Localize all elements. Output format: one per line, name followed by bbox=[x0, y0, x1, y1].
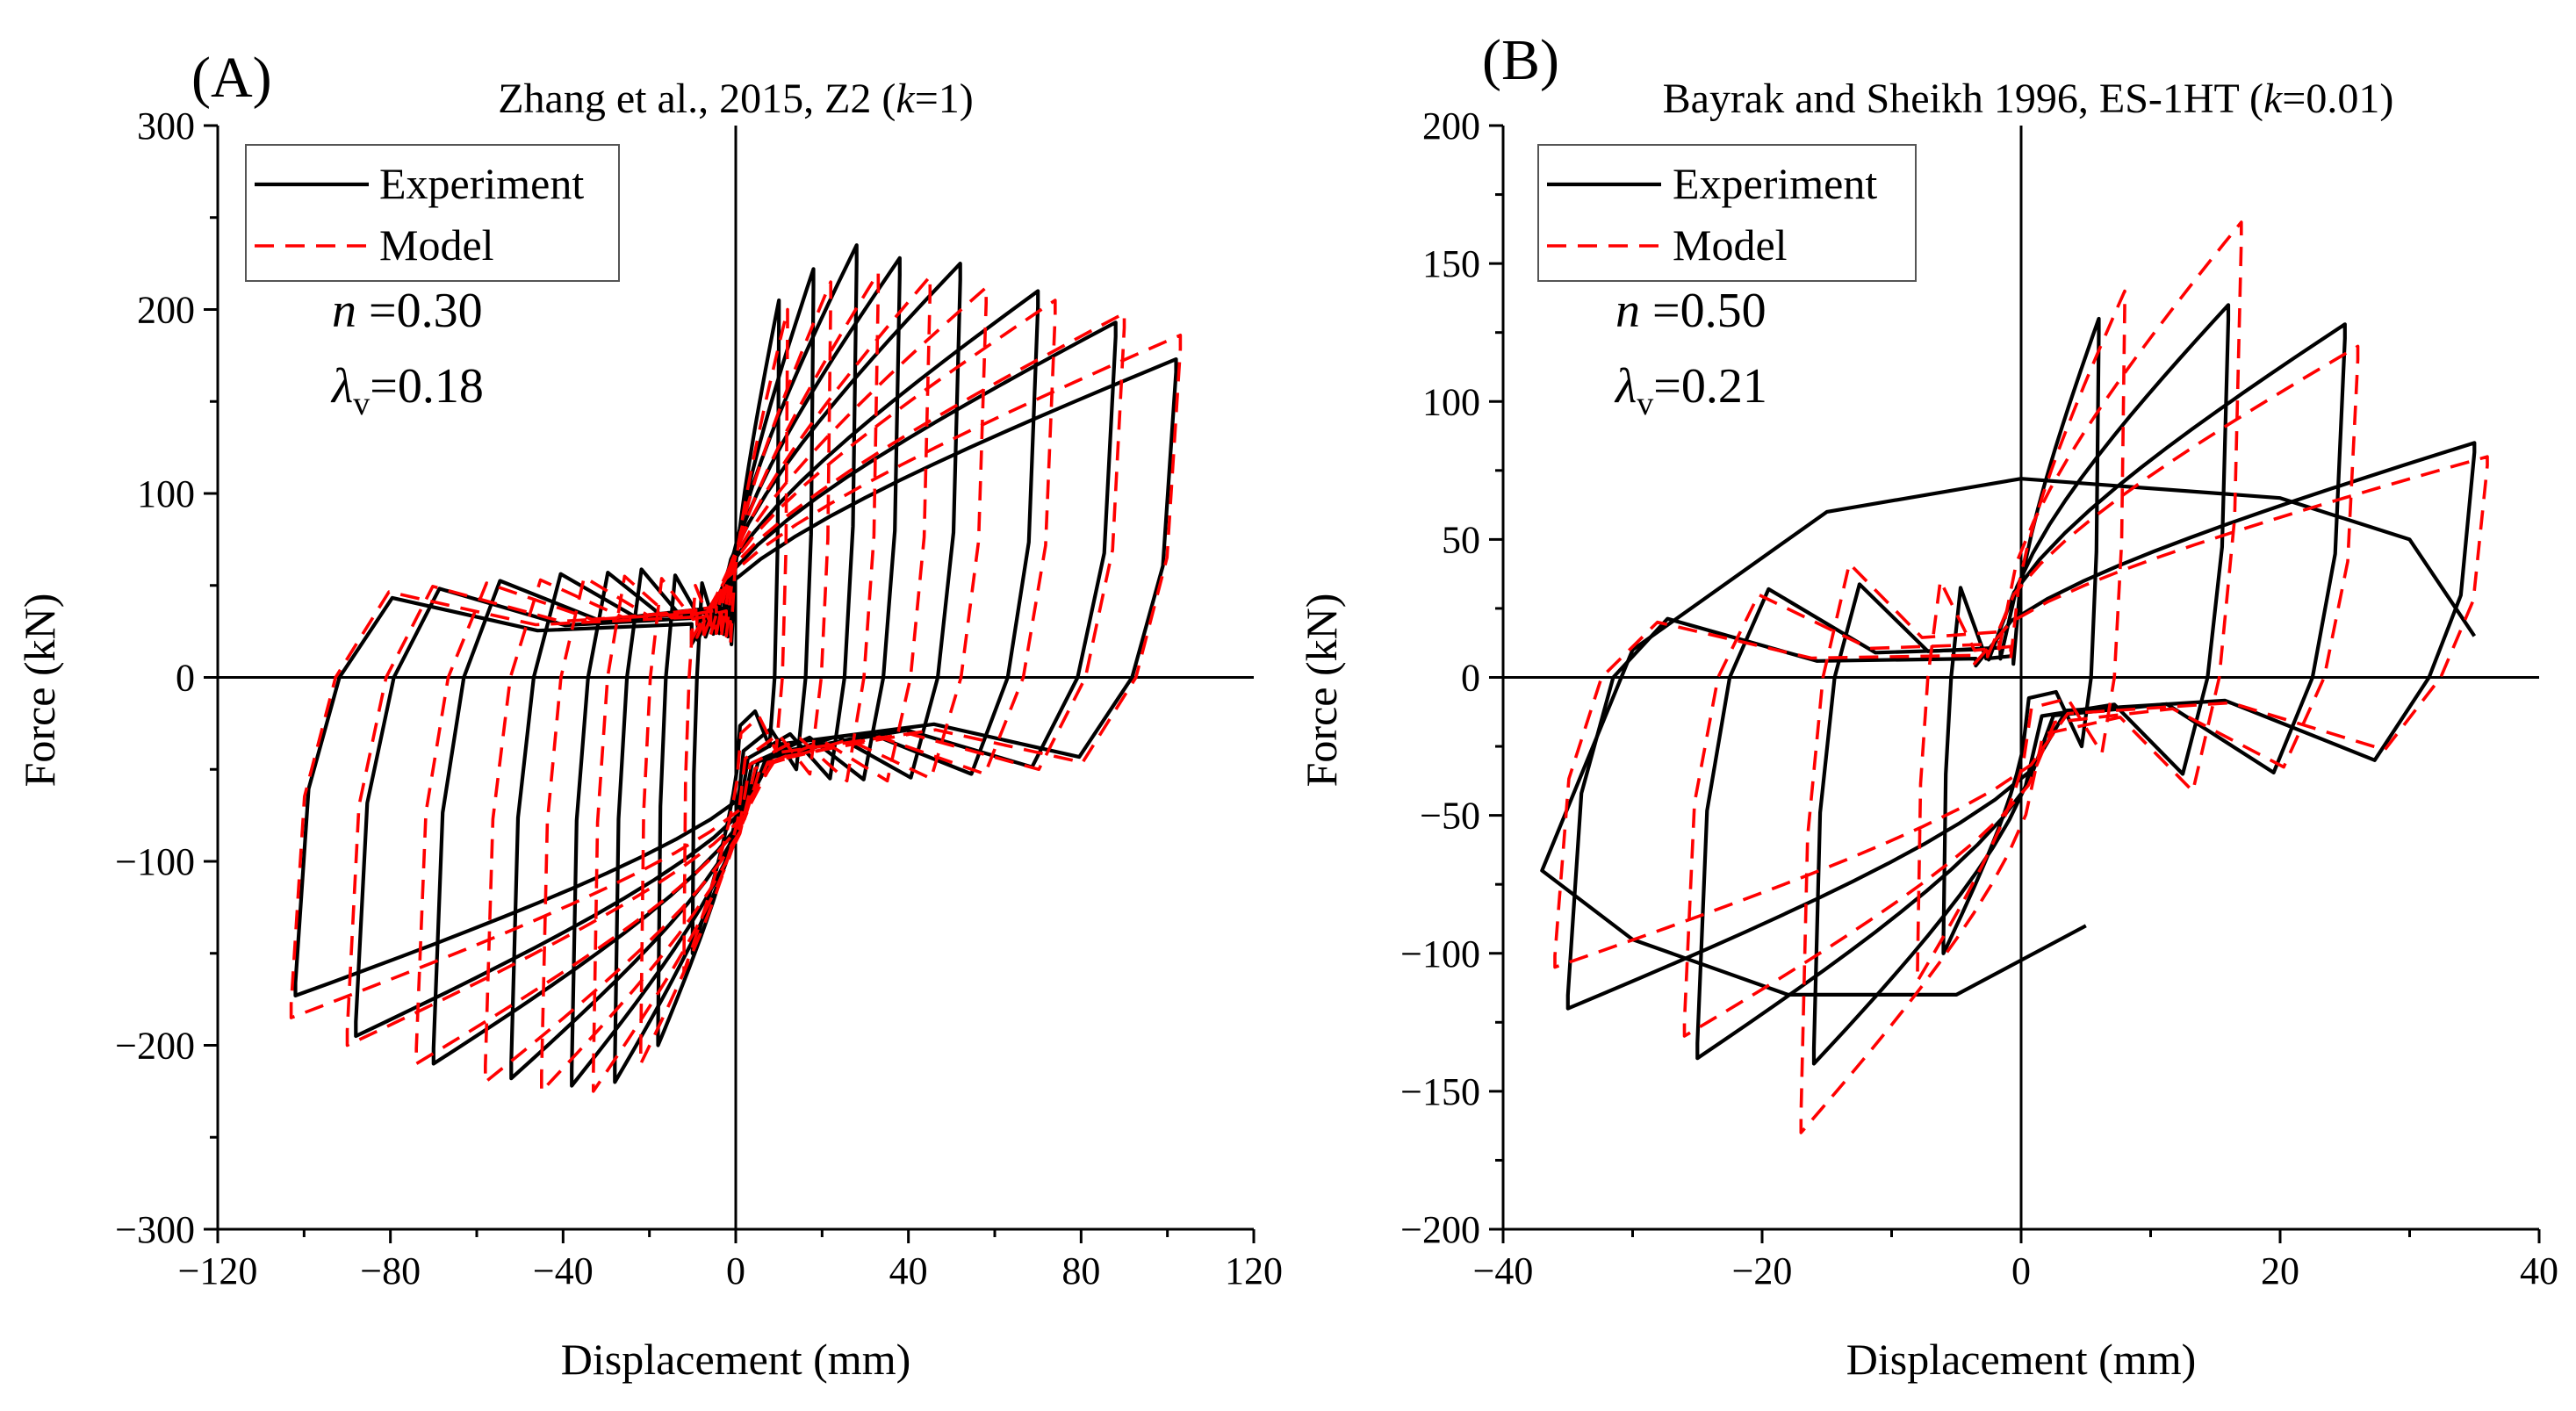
panel-b-y-tick-label: 200 bbox=[1422, 104, 1480, 148]
panel-a-model-cycle bbox=[592, 270, 881, 1093]
panel-a-model-cycle bbox=[639, 280, 832, 1066]
panel-a-experiment-cycle bbox=[690, 298, 781, 955]
panel-a-plot: −120 −80 −40 0 40 80 120 −300 −200 −100 0 100 200 300 bbox=[115, 104, 1283, 1292]
panel-a-experiment-cycle bbox=[656, 267, 816, 1047]
panel-a-x-tick-label: −80 bbox=[360, 1249, 421, 1292]
panel-b-axial-ratio-annotation: n =0.50 bbox=[1615, 284, 1767, 338]
panel-b-legend-model-label: Model bbox=[1673, 220, 1788, 270]
panel-a-legend-model-label: Model bbox=[379, 220, 494, 270]
panel-a: (A) Zhang et al., 2015, Z2 (k=1) −120 −80… bbox=[15, 46, 1283, 1384]
panel-b-legend-box bbox=[1537, 144, 1917, 282]
panel-b-y-tick-label: −200 bbox=[1400, 1208, 1480, 1251]
panel-a-x-tick-label: −40 bbox=[533, 1249, 594, 1292]
panel-a-title: Zhang et al., 2015, Z2 (k=1) bbox=[498, 76, 974, 122]
panel-a-model-cycle bbox=[345, 311, 1126, 1047]
panel-b-model-cycle bbox=[1799, 220, 2243, 1134]
panel-a-experiment-cycle bbox=[509, 262, 962, 1081]
panel-b-title: Bayrak and Sheikh 1996, ES-1HT (k=0.01) bbox=[1663, 76, 2394, 122]
panel-a-y-axis-title: Force (kN) bbox=[15, 594, 64, 788]
panel-a-y-tick-label: 0 bbox=[176, 657, 195, 700]
panel-a-x-axis-title: Displacement (mm) bbox=[561, 1335, 911, 1384]
panel-b-experiment-cycle bbox=[1941, 316, 2101, 955]
panel-a-axial-ratio-annotation: n =0.30 bbox=[332, 284, 483, 338]
panel-a-y-tick-label: 300 bbox=[137, 104, 195, 148]
panel-b-y-axis-title: Force (kN) bbox=[1297, 594, 1346, 788]
panel-b-legend: Experiment Model bbox=[1537, 144, 1917, 282]
panel-a-model-cycle bbox=[289, 334, 1183, 1019]
panel-a-x-tick-label: 0 bbox=[726, 1249, 745, 1292]
panel-b-x-tick-label: −40 bbox=[1473, 1249, 1534, 1292]
panel-b-y-tick-label: −100 bbox=[1400, 932, 1480, 975]
panel-a-legend: Experiment Model bbox=[245, 144, 620, 282]
panel-b-experiment-cycle bbox=[1811, 303, 2231, 1066]
panel-a-y-tick-label: −300 bbox=[115, 1208, 195, 1251]
panel-a-legend-box bbox=[245, 144, 620, 282]
panel-a-legend-experiment-label: Experiment bbox=[379, 159, 584, 208]
panel-b-model-cycle bbox=[1553, 455, 2489, 969]
panel-b-x-axis-title: Displacement (mm) bbox=[1846, 1335, 2197, 1384]
panel-b-y-tick-label: 50 bbox=[1442, 518, 1480, 561]
panel-a-shear-ratio-annotation: λv=0.18 bbox=[330, 359, 484, 422]
panel-a-experiment-cycle bbox=[354, 320, 1118, 1039]
panel-a-y-tick-label: −200 bbox=[115, 1025, 195, 1068]
panel-a-label: (A) bbox=[191, 46, 272, 110]
panel-a-y-tick-label: −100 bbox=[115, 840, 195, 883]
panel-a-y-tick-label: 100 bbox=[137, 472, 195, 515]
panel-b-y-tick-label: −150 bbox=[1400, 1070, 1480, 1113]
panel-b-x-tick-label: 0 bbox=[2011, 1249, 2031, 1292]
panel-a-x-tick-label: 120 bbox=[1225, 1249, 1283, 1292]
panel-b-model-cycle bbox=[1682, 344, 2360, 1038]
panel-b-y-tick-label: 0 bbox=[1461, 657, 1480, 700]
panel-b-x-tick-label: 40 bbox=[2520, 1249, 2558, 1292]
panel-b-y-tick-label: 100 bbox=[1422, 380, 1480, 423]
panel-a-x-tick-label: 80 bbox=[1061, 1249, 1100, 1292]
panel-b-x-tick-label: 20 bbox=[2261, 1249, 2299, 1292]
panel-a-x-tick-label: −120 bbox=[178, 1249, 258, 1292]
panel-b-y-tick-label: −50 bbox=[1420, 795, 1480, 838]
panel-a-y-tick-label: 200 bbox=[137, 289, 195, 332]
panel-a-experiment-cycle bbox=[293, 357, 1178, 997]
panel-b-label: (B) bbox=[1482, 28, 1559, 92]
panel-a-model-cycle bbox=[484, 285, 988, 1084]
panel-b-legend-experiment-label: Experiment bbox=[1673, 159, 1877, 208]
panel-b-experiment-final-excursion bbox=[1540, 477, 2477, 997]
panel-b-shear-ratio-annotation: λv=0.21 bbox=[1614, 359, 1767, 422]
panel-b-y-tick-label: 150 bbox=[1422, 242, 1480, 285]
panel-b: (B) Bayrak and Sheikh 1996, ES-1HT (k=0.… bbox=[1297, 28, 2558, 1384]
panel-a-x-tick-label: 40 bbox=[889, 1249, 928, 1292]
panel-b-x-tick-label: −20 bbox=[1732, 1249, 1793, 1292]
panel-a-experiment-cycle bbox=[613, 243, 859, 1084]
